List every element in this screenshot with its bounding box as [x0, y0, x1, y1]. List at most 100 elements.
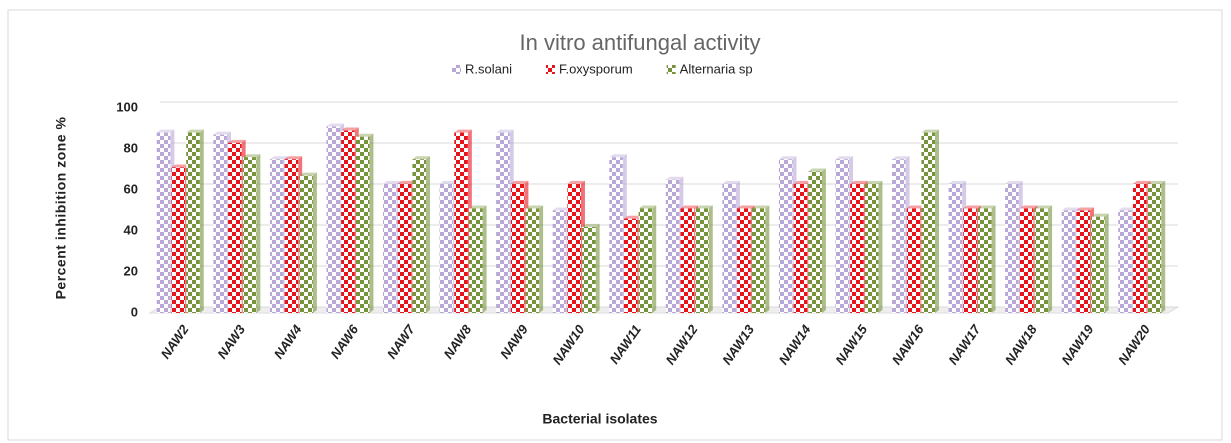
bar [751, 208, 766, 313]
bar [1034, 208, 1049, 313]
legend-swatch [545, 65, 555, 74]
bar-top [326, 123, 345, 127]
bar-top [793, 180, 812, 184]
bar-top [751, 205, 770, 209]
bar-top [609, 154, 627, 158]
bar-top [228, 139, 246, 143]
bar-top [582, 223, 600, 227]
bar-top [835, 156, 854, 160]
bar [977, 208, 992, 313]
y-tick-label: 0 [131, 304, 138, 319]
chart-title: In vitro antifungal activity [520, 30, 761, 55]
bar [299, 175, 313, 313]
bar-top [638, 205, 657, 209]
bar [552, 210, 567, 313]
y-tick-label: 80 [124, 140, 138, 155]
bar-top [1061, 207, 1080, 211]
bar-side [199, 129, 204, 313]
bar-top [737, 205, 755, 209]
bar [284, 159, 299, 313]
bar [778, 159, 793, 313]
bar-side [708, 205, 713, 313]
bar [665, 179, 680, 313]
bar [963, 208, 977, 313]
bar-top [269, 156, 288, 160]
bar-top [510, 180, 529, 184]
y-tick-label: 20 [124, 263, 138, 278]
bar [1147, 183, 1162, 313]
bar-top [1034, 205, 1053, 209]
bar-side [934, 129, 939, 313]
bar [793, 183, 808, 313]
bar [412, 159, 426, 313]
bar-top [906, 205, 925, 209]
bar-top [439, 180, 458, 184]
bar [355, 136, 370, 313]
bar-side [991, 205, 996, 313]
bar [1019, 208, 1034, 313]
bar [1132, 183, 1147, 313]
bar-side [425, 156, 430, 313]
bar [623, 218, 638, 313]
bar [921, 132, 935, 313]
bar-top [242, 154, 261, 158]
bar [156, 132, 171, 313]
bar-top [864, 180, 883, 184]
bar [341, 130, 355, 313]
bar [242, 157, 257, 313]
bar-top [171, 164, 190, 168]
bar-top [468, 205, 487, 209]
bar-top [525, 205, 544, 209]
bar [1118, 210, 1132, 313]
bar [496, 132, 510, 313]
bar [948, 183, 963, 313]
bar-top [1118, 207, 1136, 211]
bar [525, 208, 540, 313]
bar-top [623, 215, 642, 219]
bar [454, 132, 468, 313]
bar-side [765, 205, 770, 313]
bar-top [299, 172, 317, 176]
bar-top [850, 180, 868, 184]
bar-top [1019, 205, 1038, 209]
bar [468, 208, 483, 313]
bar [510, 183, 525, 313]
bar-top [454, 129, 472, 133]
bar [171, 167, 186, 313]
bar-top [808, 168, 826, 172]
bar [383, 183, 397, 313]
legend-label: R.solani [465, 61, 512, 76]
legend-swatch [666, 65, 676, 74]
bar-top [284, 156, 303, 160]
bar [228, 142, 242, 313]
bar [1076, 210, 1090, 313]
bar [609, 157, 623, 313]
bar [213, 134, 227, 313]
bar [326, 126, 341, 313]
bar-top [977, 205, 996, 209]
y-axis-label: Percent inhibition zone % [53, 117, 69, 300]
bar-side [652, 205, 657, 313]
bar [850, 183, 864, 313]
y-tick-label: 40 [124, 222, 138, 237]
bar [737, 208, 751, 313]
bar-top [1076, 207, 1094, 211]
bar-side [878, 180, 883, 313]
bar-top [963, 205, 981, 209]
bar [567, 183, 581, 313]
bar-side [312, 172, 317, 313]
bar-side [1161, 180, 1166, 313]
bar [808, 171, 822, 313]
bar [864, 183, 879, 313]
bar [835, 159, 850, 313]
bar-top [722, 180, 740, 184]
bar-side [482, 205, 487, 313]
bar-side [256, 154, 261, 313]
bar-top [1005, 180, 1023, 184]
bar [892, 159, 906, 313]
bar [439, 183, 454, 313]
bar-top [186, 129, 204, 133]
bar [186, 132, 200, 313]
x-axis-label: Bacterial isolates [542, 411, 657, 427]
